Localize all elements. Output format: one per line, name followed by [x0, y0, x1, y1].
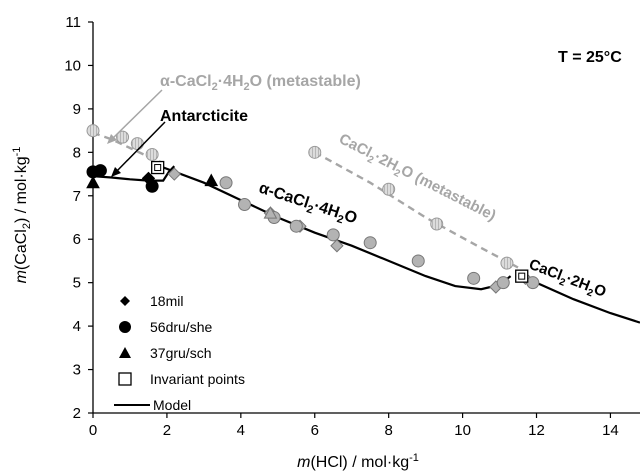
antarcticite-arrow	[114, 121, 166, 174]
legend: 18mil 56dru/she 37gru/sch Invariant poin…	[114, 293, 245, 413]
point-18mil-grey	[330, 239, 344, 253]
point-56dru-she	[93, 164, 107, 178]
alpha-meta-arrowhead	[107, 134, 117, 144]
x-tick-label: 4	[237, 422, 245, 439]
legend-label-invariant: Invariant points	[150, 371, 245, 387]
x-tick-label: 0	[89, 422, 97, 439]
temperature-label: T = 25°C	[558, 49, 622, 66]
point-hatched-dihydrate-meta	[382, 182, 396, 196]
point-56dru-she	[145, 179, 159, 193]
point-56dru-she-grey	[363, 236, 377, 250]
legend-label-model: Model	[153, 397, 191, 413]
y-tick-label: 11	[65, 14, 81, 31]
point-hatched-alpha-meta	[145, 148, 159, 162]
series-model-alpha	[157, 164, 512, 291]
point-56dru-she-grey	[289, 219, 303, 233]
point-37gru-sch	[86, 175, 100, 189]
y-tick-label: 10	[64, 57, 81, 74]
x-axis-title: m(HCl) / mol·kg-1	[297, 452, 419, 471]
y-tick-label: 4	[73, 318, 81, 335]
point-18mil-grey	[167, 167, 182, 181]
legend-circle-marker	[119, 321, 131, 333]
y-tick-label: 3	[73, 362, 81, 379]
point-56dru-she-grey	[411, 254, 425, 268]
legend-diamond-marker	[120, 296, 130, 306]
point-56dru-she-grey	[526, 276, 540, 290]
point-56dru-she-grey	[496, 276, 510, 290]
point-invariant-points-inner	[518, 272, 526, 280]
antarcticite-label: Antarcticite	[160, 108, 248, 125]
legend-label-56dru: 56dru/she	[150, 319, 212, 335]
y-tick-label: 9	[73, 101, 81, 118]
y-tick-label: 8	[73, 144, 81, 161]
point-hatched-dihydrate-meta	[308, 145, 322, 159]
y-tick-label: 5	[73, 275, 81, 292]
axes	[88, 21, 640, 418]
data-markers	[86, 124, 540, 294]
x-tick-label: 14	[602, 422, 619, 439]
point-hatched-alpha-meta	[130, 137, 144, 151]
y-axis-title: m(CaCl2) / mol·kg-1	[11, 147, 33, 284]
point-56dru-she-grey	[238, 197, 252, 211]
y-tick-label: 2	[73, 405, 81, 422]
legend-triangle-marker	[119, 347, 131, 358]
point-invariant-points	[515, 269, 529, 283]
point-hatched-dihydrate-meta	[430, 217, 444, 231]
legend-square-marker	[118, 372, 132, 386]
x-tick-label: 12	[528, 422, 545, 439]
y-tick-label: 6	[73, 231, 81, 248]
point-37gru-sch	[204, 173, 219, 187]
antarcticite-arrowhead	[111, 167, 121, 177]
point-37gru-sch-grey	[263, 206, 278, 219]
legend-label-37gru: 37gru/sch	[150, 345, 211, 361]
legend-label-18mil: 18mil	[150, 293, 183, 309]
point-56dru-she-grey	[219, 176, 233, 190]
x-tick-label: 6	[311, 422, 319, 439]
point-hatched-dihydrate-meta	[500, 256, 514, 270]
alpha-metastable-label: α-CaCl2·4H2O (metastable)	[160, 73, 361, 93]
x-tick-label: 8	[385, 422, 393, 439]
point-hatched-alpha-meta	[86, 124, 100, 138]
point-56dru-she-grey	[467, 271, 481, 285]
x-tick-label: 2	[163, 422, 171, 439]
point-56dru-she-grey	[326, 228, 340, 242]
x-tick-label: 10	[454, 422, 471, 439]
dihydrate-metastable-label: CaCl2·2H2O (metastable)	[335, 130, 499, 227]
point-invariant-points	[151, 160, 165, 175]
y-tick-label: 7	[73, 188, 81, 205]
point-invariant-points-inner	[154, 164, 162, 172]
alpha-meta-arrow	[110, 89, 163, 141]
point-hatched-alpha-meta	[116, 130, 130, 144]
series-model-dihydrate-meta	[314, 151, 519, 269]
annotation-arrows	[107, 89, 166, 177]
